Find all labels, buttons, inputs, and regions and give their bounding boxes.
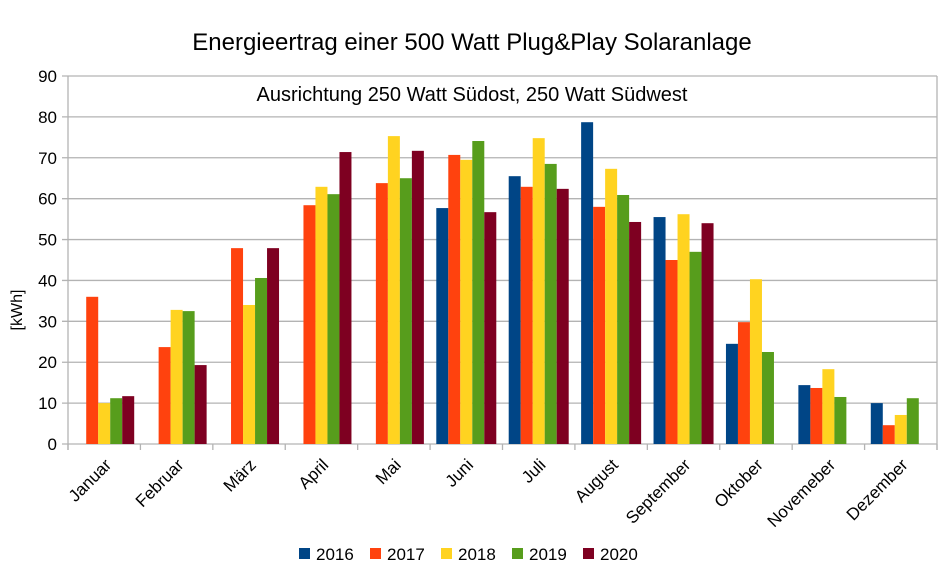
- legend-swatch-2016: [299, 548, 310, 559]
- bar-2019-Juli: [544, 163, 557, 444]
- bar-2016-September: [653, 217, 666, 444]
- bar-2018-August: [605, 168, 618, 444]
- bar-2018-Juni: [460, 159, 473, 445]
- bar-2020-September: [701, 223, 714, 444]
- y-tick-label: 50: [38, 231, 57, 250]
- legend-swatch-2020: [583, 548, 594, 559]
- bar-2018-Februar: [170, 309, 183, 444]
- legend-swatch-2019: [512, 548, 523, 559]
- bar-2018-April: [315, 186, 328, 444]
- bar-2016-Oktober: [725, 343, 738, 444]
- bar-2017-September: [665, 260, 678, 444]
- bar-2019-August: [617, 194, 630, 444]
- gridlines: [62, 75, 937, 445]
- bar-2019-Juni: [472, 141, 485, 444]
- bar-2018-Novemeber: [822, 369, 835, 444]
- bar-2016-August: [581, 122, 594, 445]
- legend: 2016 2017 2018 2019 2020: [299, 545, 638, 564]
- legend-label: 2016: [316, 545, 354, 564]
- bar-2020-April: [339, 152, 352, 444]
- x-tick-label: April: [295, 455, 332, 492]
- legend-label: 2019: [529, 545, 567, 564]
- bar-2018-Dezember: [894, 414, 907, 444]
- bar-2017-März: [231, 248, 244, 444]
- bar-2019-April: [327, 194, 340, 444]
- bar-2018-März: [243, 304, 256, 444]
- y-tick-label: 20: [38, 353, 57, 372]
- bar-2017-Januar: [86, 296, 99, 444]
- bar-2020-August: [629, 221, 642, 444]
- bar-2018-September: [677, 214, 690, 444]
- bar-2019-September: [689, 251, 702, 444]
- y-tick-label: 80: [38, 108, 57, 127]
- legend-swatch-2017: [370, 548, 381, 559]
- bar-2017-Februar: [158, 347, 171, 444]
- x-tick-label: August: [571, 455, 622, 506]
- bar-2020-Juli: [556, 188, 569, 444]
- bar-2016-Juni: [436, 208, 449, 444]
- bar-2017-Juni: [448, 154, 461, 444]
- bar-2019-Februar: [182, 311, 195, 444]
- bar-2020-Februar: [194, 365, 207, 444]
- bar-2017-Oktober: [737, 322, 750, 444]
- legend-swatch-2018: [441, 548, 452, 559]
- bar-2017-Juli: [520, 186, 533, 444]
- bar-2019-Dezember: [906, 398, 919, 444]
- x-tick-label: Dezember: [843, 455, 912, 524]
- bar-2020-Januar: [122, 396, 135, 444]
- bar-2017-Mai: [375, 183, 388, 444]
- bar-2017-Dezember: [882, 425, 895, 444]
- bar-2020-Juni: [484, 212, 497, 444]
- y-axis-label: [kWh]: [9, 290, 26, 331]
- x-tick-label: Januar: [65, 455, 115, 505]
- y-tick-label: 70: [38, 149, 57, 168]
- bar-2018-Januar: [98, 403, 111, 444]
- legend-label: 2020: [600, 545, 638, 564]
- bar-2017-August: [593, 206, 606, 444]
- x-tick-label: Juli: [518, 455, 549, 486]
- chart-title: Energieertrag einer 500 Watt Plug&Play S…: [192, 29, 751, 56]
- x-tick-label: Februar: [132, 455, 188, 511]
- bar-2018-Mai: [387, 136, 400, 444]
- bar-2016-Novemeber: [798, 385, 811, 444]
- bar-2019-Mai: [399, 178, 412, 444]
- y-tick-label: 40: [38, 271, 57, 290]
- bar-2020-März: [267, 248, 280, 444]
- y-tick-label: 10: [38, 394, 57, 413]
- bar-2019-Januar: [110, 398, 123, 444]
- bar-2018-Oktober: [749, 279, 762, 444]
- bar-2019-März: [255, 277, 268, 444]
- legend-label: 2017: [387, 545, 425, 564]
- bar-2020-Mai: [411, 150, 424, 444]
- bar-2018-Juli: [532, 138, 545, 444]
- bars: [86, 122, 919, 445]
- y-tick-label: 30: [38, 312, 57, 331]
- bar-2016-Juli: [508, 176, 521, 444]
- x-tick-label: Mai: [372, 455, 405, 488]
- x-tick-label: Novemeber: [764, 455, 840, 531]
- bar-2017-Novemeber: [810, 387, 823, 444]
- y-tick-label: 0: [48, 435, 57, 454]
- y-tick-label: 90: [38, 67, 57, 86]
- x-tick-label: März: [220, 455, 260, 495]
- legend-label: 2018: [458, 545, 496, 564]
- bar-2016-Dezember: [870, 403, 883, 444]
- x-tick-label: September: [622, 455, 694, 527]
- x-tick-label: Oktober: [711, 455, 767, 511]
- bar-2019-Novemeber: [834, 396, 847, 444]
- chart-subtitle: Ausrichtung 250 Watt Südost, 250 Watt Sü…: [257, 84, 688, 106]
- y-tick-label: 60: [38, 190, 57, 209]
- bar-2017-April: [303, 205, 316, 444]
- x-tick-label: Juni: [442, 455, 477, 490]
- bar-2019-Oktober: [761, 352, 774, 444]
